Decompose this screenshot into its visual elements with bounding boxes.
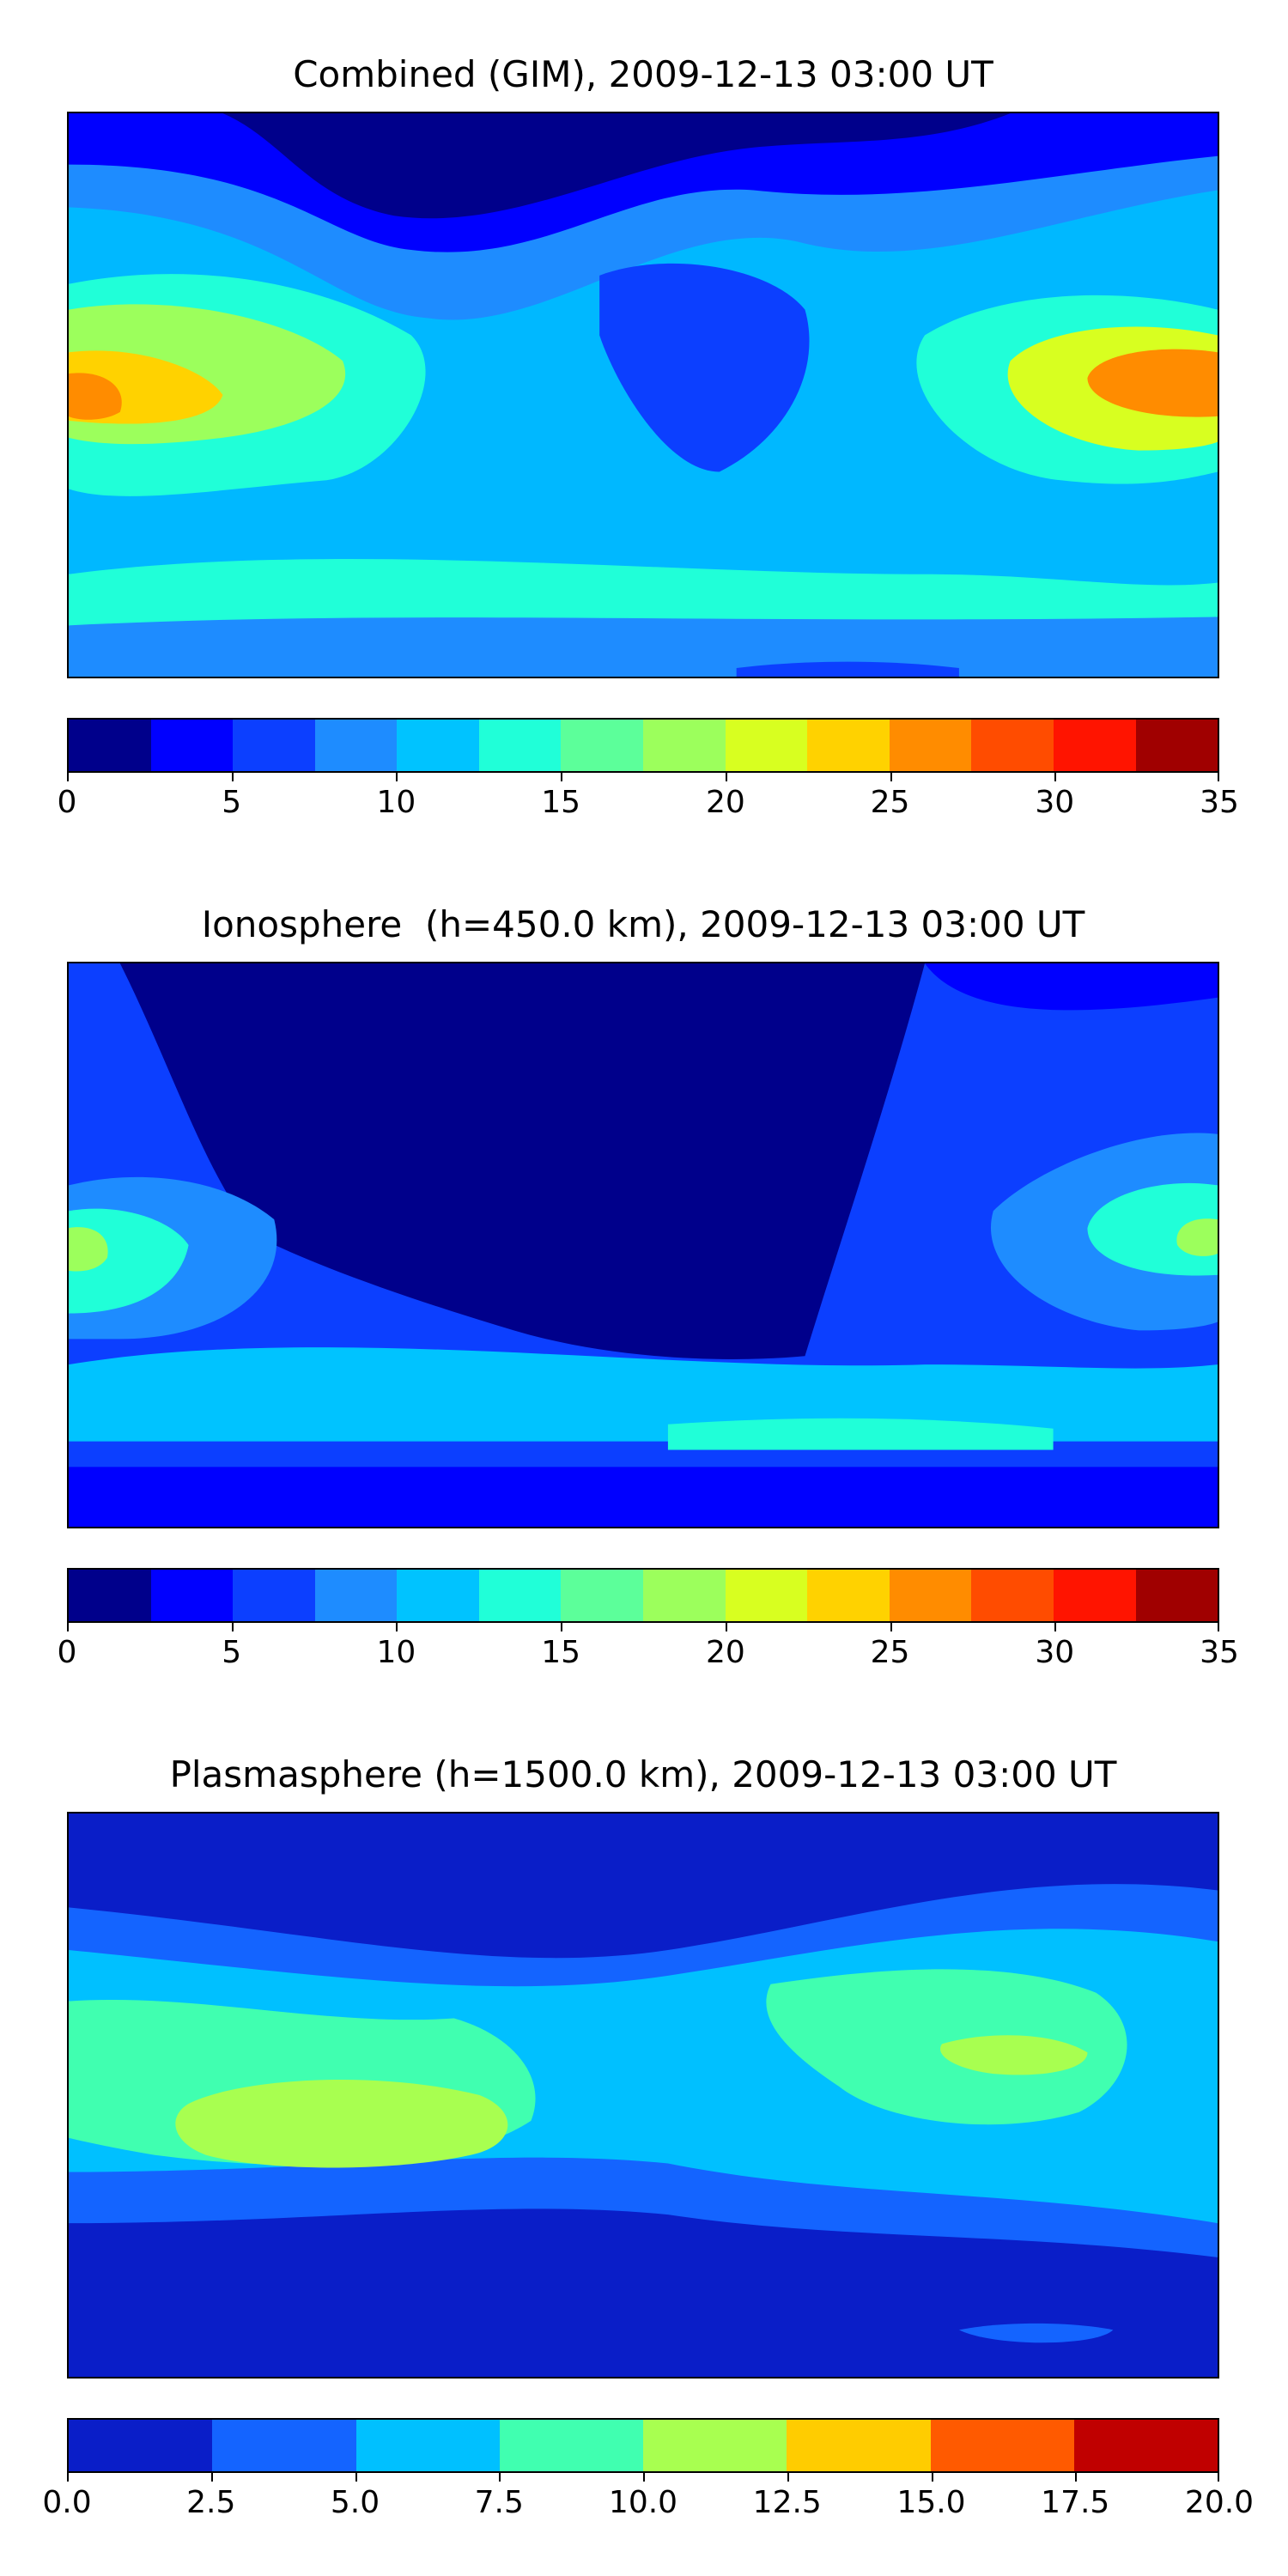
colorbar-tick-mark (1075, 2473, 1077, 2482)
colorbar-tick-mark (787, 2473, 789, 2482)
colorbar-tick-label: 15.0 (896, 2485, 965, 2520)
colorbar-segment (931, 2420, 1074, 2471)
colorbar-segment (500, 2420, 643, 2471)
colorbar-segment (69, 2420, 212, 2471)
colorbar-ticks: 0.0 2.5 5.0 7.5 10.0 12.5 15.0 17.5 20.0 (67, 2473, 1219, 2524)
colorbar-tick-mark (499, 2473, 501, 2482)
colorbar-tick-mark (1218, 2473, 1219, 2482)
map-plasmasphere (67, 1812, 1219, 2379)
colorbar-tick-label: 5.0 (331, 2485, 380, 2520)
colorbar-tick-label: 2.5 (186, 2485, 235, 2520)
colorbar-plasmasphere (67, 2418, 1219, 2473)
colorbar-tick-mark (355, 2473, 357, 2482)
colorbar-tick-mark (643, 2473, 645, 2482)
colorbar-segment (643, 2420, 787, 2471)
colorbar-tick-mark (932, 2473, 933, 2482)
colorbar-segment (356, 2420, 500, 2471)
colorbar-segment (1074, 2420, 1218, 2471)
colorbar-tick-mark (211, 2473, 213, 2482)
panel-title: Plasmasphere (h=1500.0 km), 2009-12-13 0… (67, 1753, 1219, 1795)
colorbar-tick-label: 17.5 (1041, 2485, 1109, 2520)
colorbar-tick-label: 7.5 (475, 2485, 524, 2520)
colorbar-segment (212, 2420, 355, 2471)
map-heatmap-plasmasphere (69, 1814, 1218, 2377)
colorbar-tick-label: 0.0 (42, 2485, 91, 2520)
colorbar-tick-label: 10.0 (609, 2485, 677, 2520)
colorbar-segment (787, 2420, 930, 2471)
colorbar-tick-mark (67, 2473, 69, 2482)
colorbar-tick-label: 12.5 (753, 2485, 822, 2520)
colorbar-tick-label: 20.0 (1185, 2485, 1254, 2520)
